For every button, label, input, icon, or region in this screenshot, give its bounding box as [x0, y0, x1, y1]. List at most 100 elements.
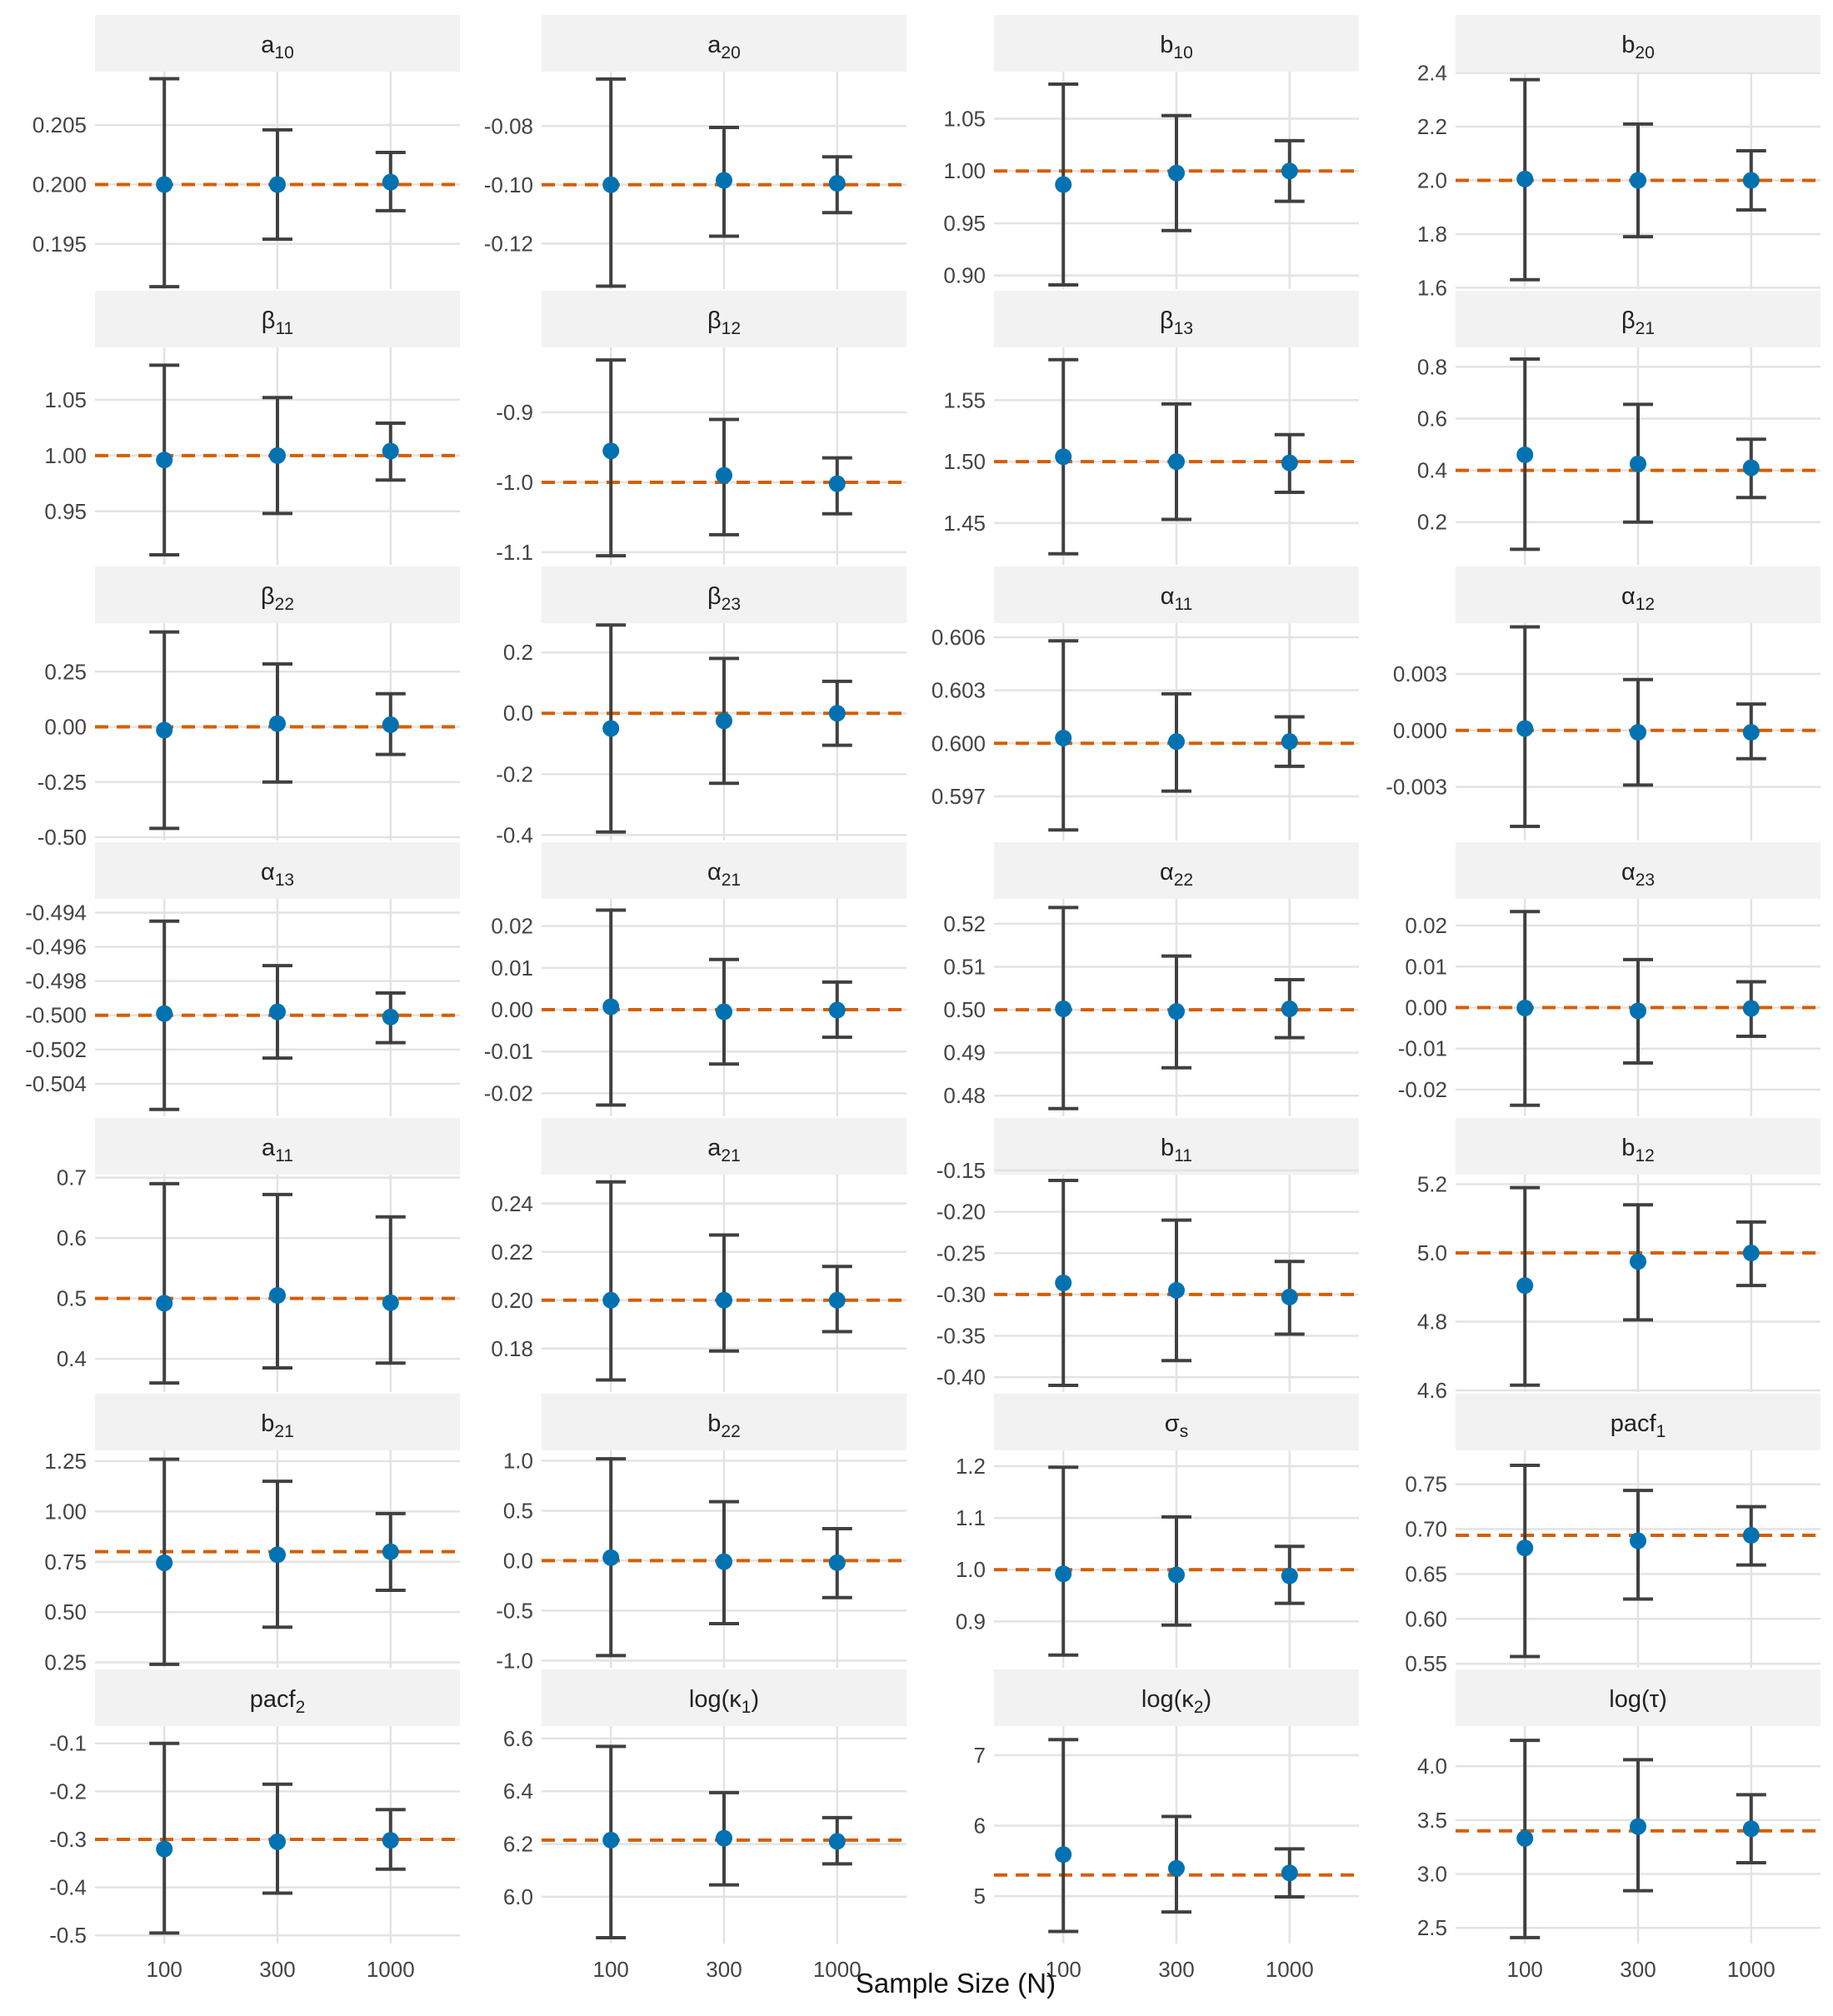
panel-15: α23 -0.02 -0.01 0.00 0.01 0.02 — [1398, 842, 1821, 1116]
panel-2-strip-label: b10 — [1160, 32, 1193, 62]
panel-2-ytick-0: 0.90 — [943, 263, 986, 288]
panel-10-strip-symbol: α — [1161, 583, 1175, 610]
panel-19-strip — [1456, 1118, 1821, 1175]
panel-25-strip — [542, 1669, 907, 1726]
panel-20-strip — [95, 1394, 460, 1450]
panel-0-strip — [95, 15, 460, 72]
panel-11-point-300 — [1630, 724, 1646, 741]
panel-13-ytick-0: -0.02 — [484, 1080, 533, 1105]
panel-10: α11 0.597 0.600 0.603 0.606 — [931, 566, 1359, 841]
panel-17-ytick-0: 0.18 — [491, 1336, 533, 1361]
panel-23-ytick-1: 0.60 — [1405, 1606, 1447, 1631]
panel-16-strip-symbol: a — [262, 1135, 276, 1161]
panel-9-strip-label: β23 — [707, 583, 741, 614]
panel-26-ytick-2: 7 — [974, 1743, 986, 1768]
panel-12-strip — [95, 842, 460, 899]
panel-3-point-100 — [1516, 170, 1534, 187]
panel-15-strip-subscript: 23 — [1636, 871, 1655, 890]
panel-22-errorbar-100 — [1048, 1465, 1079, 1657]
panel-25-strip-tail: ) — [751, 1686, 759, 1713]
panel-20-strip-symbol: b — [261, 1410, 274, 1437]
panel-16: a11 0.4 0.5 0.6 0.7 — [57, 1118, 460, 1392]
panel-5-strip — [542, 291, 907, 347]
panel-16-ytick-2: 0.6 — [57, 1225, 87, 1250]
panel-0-point-100 — [156, 176, 173, 193]
panel-9: β23 -0.4 -0.2 0.0 0.2 — [496, 566, 907, 847]
panel-13-point-100 — [602, 998, 620, 1015]
panel-13-ytick-4: 0.02 — [491, 914, 533, 939]
panel-21-point-300 — [716, 1553, 732, 1570]
panel-23-strip-label: pacf1 — [1611, 1410, 1666, 1441]
panel-22-strip-label: σs — [1165, 1410, 1188, 1441]
panel-26-ytick-0: 5 — [974, 1884, 986, 1909]
panel-18-strip-symbol: b — [1161, 1135, 1174, 1161]
panel-12-ytick-5: -0.494 — [25, 900, 87, 925]
panel-1-strip-label: a20 — [707, 32, 741, 62]
panel-18-ytick-2: -0.30 — [936, 1282, 986, 1307]
panel-18-point-100 — [1055, 1275, 1072, 1292]
panel-19-point-300 — [1630, 1253, 1646, 1270]
panel-21-strip — [542, 1394, 907, 1450]
panel-3-ytick-4: 2.4 — [1417, 61, 1447, 86]
panel-0-point-300 — [269, 176, 286, 193]
panel-14-strip-symbol: α — [1160, 859, 1174, 886]
panel-25-point-100 — [602, 1831, 620, 1849]
panel-8-ytick-2: 0.00 — [44, 715, 87, 740]
facet-panels: a100.1950.2000.205a20-0.08-0.10-0.12b100… — [25, 15, 1821, 1982]
panel-2-ytick-1: 0.95 — [943, 211, 986, 236]
panel-6: β13 1.45 1.50 1.55 — [943, 291, 1359, 565]
panel-4-ytick-2: 1.05 — [44, 387, 87, 412]
panel-27-point-100 — [1516, 1829, 1534, 1847]
panel-10-ytick-2: 0.603 — [931, 678, 986, 703]
panel-10-strip — [994, 566, 1359, 623]
panel-25-ytick-3: 6.6 — [503, 1726, 533, 1751]
panel-21-ytick-4: 1.0 — [503, 1448, 533, 1473]
panel-9-ytick-3: 0.2 — [503, 640, 533, 665]
panel-7-point-300 — [1630, 455, 1646, 472]
panel-8-strip-label: β22 — [261, 583, 294, 614]
panel-5-point-1000 — [828, 475, 846, 492]
panel-9-point-1000 — [828, 705, 846, 722]
panel-16-ytick-3: 0.7 — [57, 1165, 87, 1190]
panel-26-xtick-2: 1000 — [1266, 1957, 1314, 1982]
panel-22-strip-subscript: s — [1180, 1422, 1189, 1441]
panel-23-errorbar-100 — [1510, 1464, 1541, 1659]
panel-2-strip-symbol: b — [1160, 32, 1173, 58]
panel-21-ytick-1: -0.5 — [496, 1598, 533, 1623]
panel-22-point-100 — [1055, 1565, 1072, 1583]
panel-17-errorbar-100 — [596, 1180, 627, 1382]
panel-11-strip-subscript: 12 — [1636, 595, 1655, 614]
panel-25-xtick-1: 300 — [706, 1957, 742, 1982]
panel-27-ytick-0: 2.5 — [1417, 1915, 1447, 1940]
panel-27-strip — [1456, 1669, 1821, 1726]
panel-21-ytick-2: 0.0 — [503, 1548, 533, 1573]
panel-23-point-300 — [1630, 1532, 1646, 1549]
panel-26-strip-label: log(κ2) — [1141, 1686, 1211, 1717]
panel-5-ytick-2: -1.1 — [496, 540, 533, 565]
panel-2: b10 0.90 0.95 1.00 1.05 — [943, 15, 1359, 289]
panel-4-point-100 — [156, 452, 173, 469]
panel-16-strip-subscript: 11 — [275, 1146, 293, 1165]
panel-6-ytick-0: 1.45 — [943, 511, 986, 536]
panel-10-point-300 — [1168, 733, 1185, 751]
panel-22-ytick-2: 1.1 — [956, 1505, 986, 1530]
panel-11-point-100 — [1516, 720, 1534, 737]
panel-4-strip-label: β11 — [262, 307, 294, 338]
panel-26-errorbar-100 — [1048, 1738, 1079, 1934]
panel-11-ytick-0: -0.003 — [1386, 775, 1447, 800]
panel-7-ytick-2: 0.6 — [1417, 406, 1447, 431]
panel-12-strip-label: α13 — [261, 859, 294, 890]
panel-11-strip — [1456, 566, 1821, 623]
panel-27-ytick-3: 4.0 — [1417, 1754, 1447, 1779]
panel-2-point-100 — [1055, 176, 1072, 193]
panel-15-strip — [1456, 842, 1821, 899]
panel-19-strip-label: b12 — [1621, 1135, 1655, 1165]
panel-0-strip-label: a10 — [261, 32, 294, 62]
panel-24-strip-symbol: pacf — [250, 1686, 297, 1713]
panel-12-point-300 — [269, 1003, 286, 1020]
panel-14-ytick-3: 0.51 — [943, 954, 986, 979]
panel-24-errorbar-100 — [149, 1741, 180, 1935]
panel-26: log(κ2) 5 6 7 100 300 1000 — [974, 1669, 1359, 1982]
panel-26-strip-subscript: 2 — [1194, 1698, 1204, 1717]
panel-27-point-1000 — [1742, 1820, 1760, 1838]
